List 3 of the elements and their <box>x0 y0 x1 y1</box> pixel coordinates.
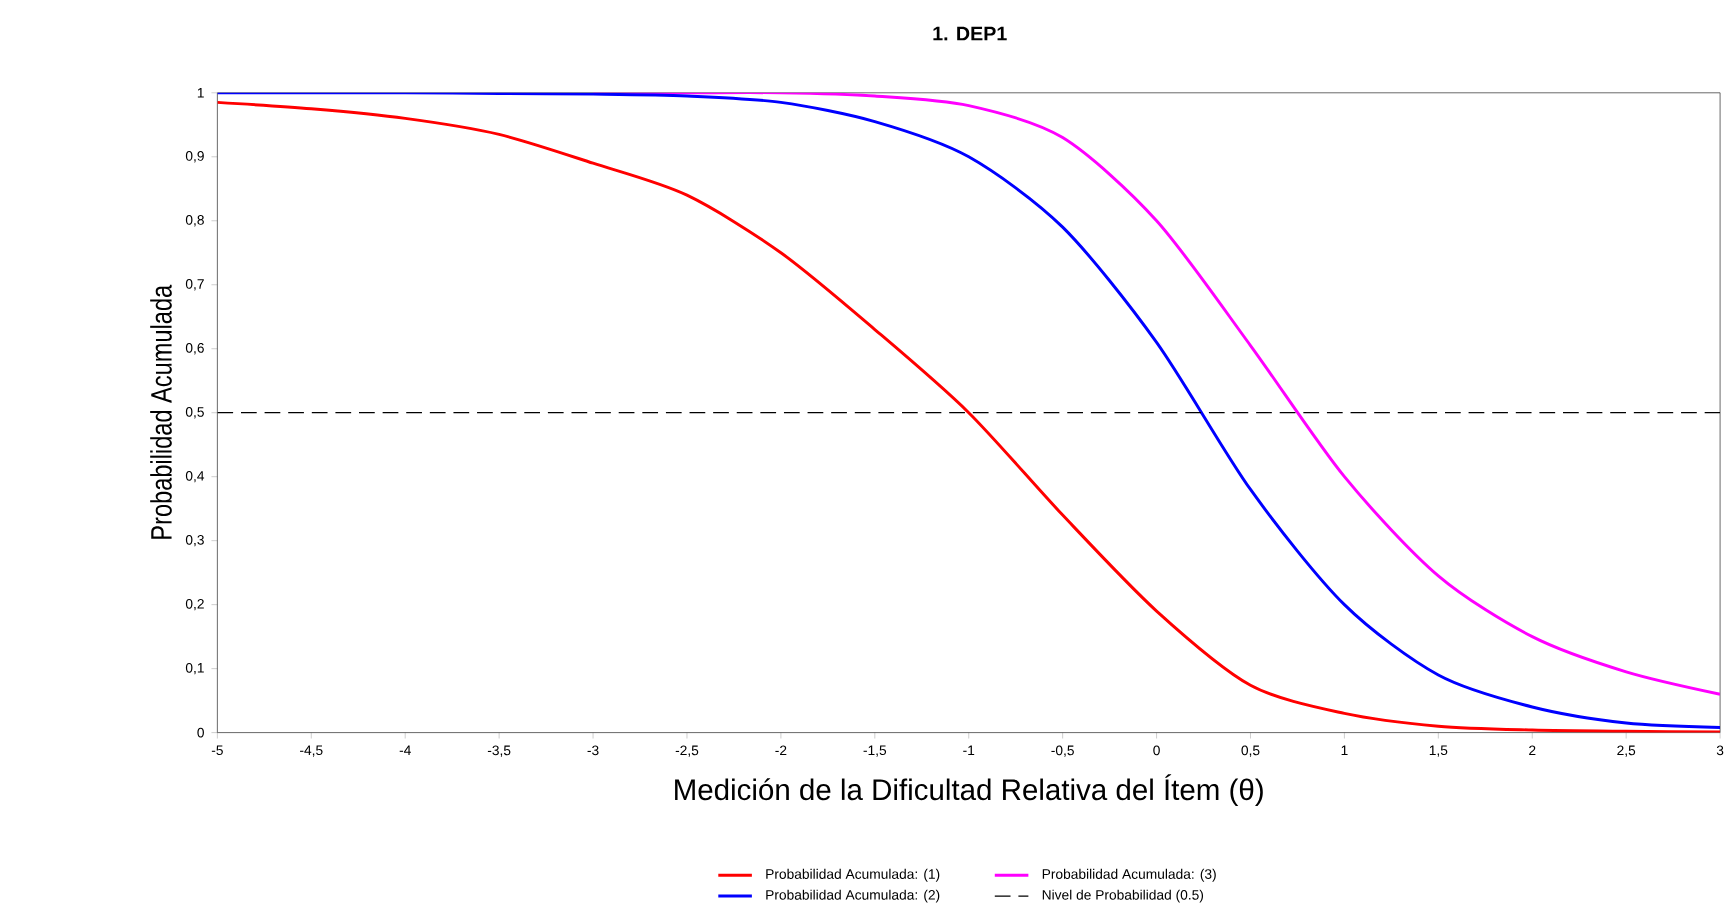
chart-title: 1. DEP1 <box>933 26 1007 41</box>
x-axis-title: Medición de la Dificultad Relativa del Ítem (θ) <box>675 774 1263 806</box>
y-axis-title: Probabilidad Acumulada <box>150 284 172 539</box>
